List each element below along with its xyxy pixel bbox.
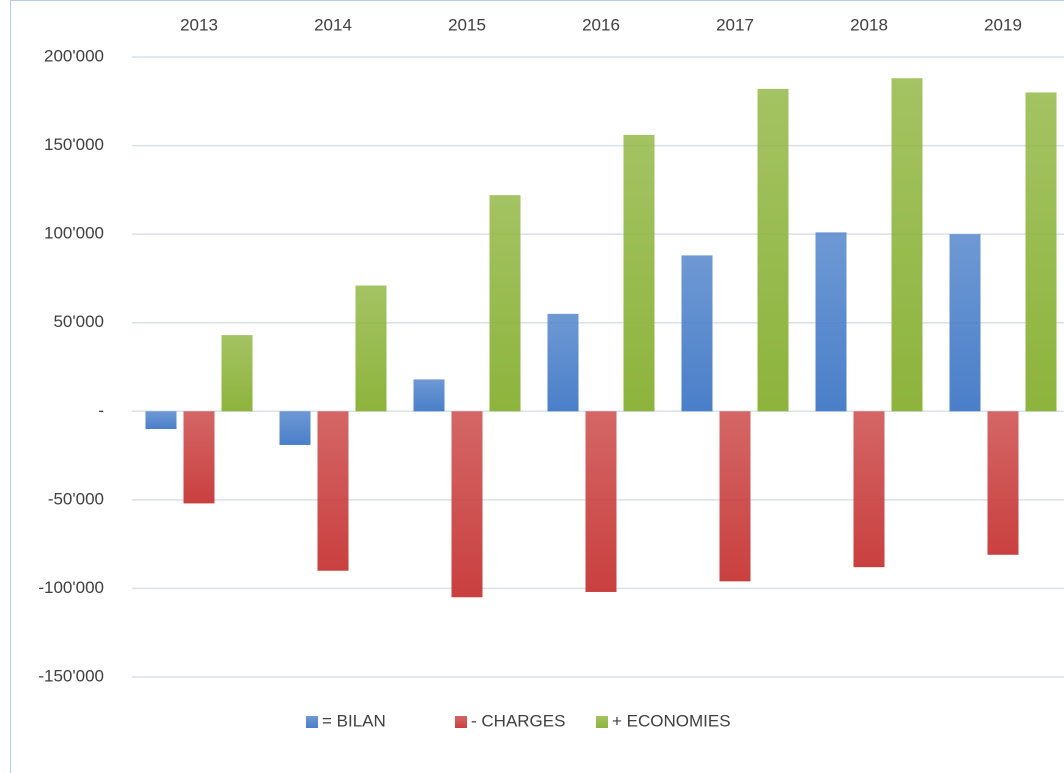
bar	[757, 88, 789, 412]
bar	[183, 411, 215, 504]
x-tick-label: 2015	[448, 15, 486, 34]
bar	[317, 411, 349, 571]
bar	[279, 411, 311, 445]
bar	[413, 379, 445, 412]
bar	[489, 195, 521, 412]
legend-swatch	[455, 716, 467, 728]
legend-label: - CHARGES	[471, 711, 565, 730]
legend-label: + ECONOMIES	[612, 711, 731, 730]
bar	[547, 313, 579, 412]
legend-swatch	[596, 716, 608, 728]
bar	[815, 232, 847, 412]
bar	[681, 255, 713, 412]
y-tick-label: 200'000	[44, 46, 104, 65]
y-tick-label: -	[98, 401, 104, 420]
bar	[987, 411, 1019, 555]
x-tick-label: 2018	[850, 15, 888, 34]
y-tick-label: 100'000	[44, 224, 104, 243]
x-tick-label: 2017	[716, 15, 754, 34]
y-tick-label: -100'000	[38, 578, 104, 597]
bar	[145, 411, 177, 429]
bar	[355, 285, 387, 412]
bar	[719, 411, 751, 582]
y-tick-label: -50'000	[48, 489, 104, 508]
x-tick-label: 2016	[582, 15, 620, 34]
chart-frame	[10, 0, 1064, 773]
x-tick-label: 2014	[314, 15, 352, 34]
bar	[623, 134, 655, 412]
bar	[221, 335, 253, 412]
bar	[451, 411, 483, 598]
legend-swatch	[306, 716, 318, 728]
bar	[1025, 92, 1057, 412]
y-tick-label: 50'000	[53, 312, 104, 331]
bar	[853, 411, 885, 568]
legend-label: = BILAN	[322, 711, 386, 730]
y-tick-label: 150'000	[44, 135, 104, 154]
y-tick-label: -150'000	[38, 666, 104, 685]
bar	[585, 411, 617, 592]
x-tick-label: 2013	[180, 15, 218, 34]
bar	[891, 78, 923, 412]
x-tick-label: 2019	[984, 15, 1022, 34]
bar	[949, 234, 981, 412]
